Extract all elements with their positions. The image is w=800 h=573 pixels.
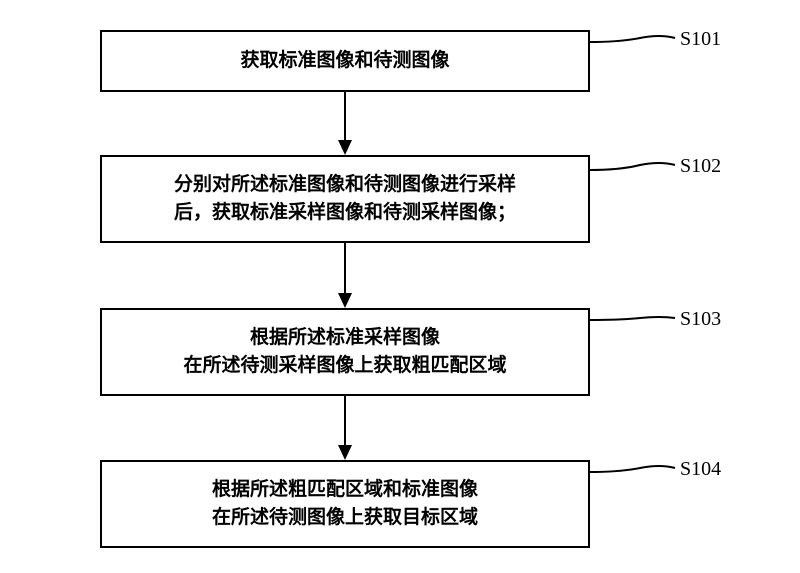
step-label-1: S101	[680, 28, 721, 51]
step-label-3: S103	[680, 308, 721, 331]
leader-line-4	[590, 458, 680, 488]
step-box-2: 分别对所述标准图像和待测图像进行采样 后，获取标准采样图像和待测采样图像；	[100, 155, 590, 243]
step-text: 在所述待测采样图像上获取粗匹配区域	[183, 352, 506, 381]
arrow-2	[338, 243, 352, 308]
step-text: 获取标准图像和待测图像	[240, 47, 449, 76]
step-label-4: S104	[680, 458, 721, 481]
step-label-2: S102	[680, 155, 721, 178]
arrow-3	[338, 396, 352, 460]
step-text: 根据所述粗匹配区域和标准图像	[212, 476, 478, 505]
leader-line-2	[590, 155, 680, 185]
step-box-4: 根据所述粗匹配区域和标准图像 在所述待测图像上获取目标区域	[100, 460, 590, 548]
step-text: 后，获取标准采样图像和待测采样图像；	[174, 199, 516, 228]
leader-line-3	[590, 308, 680, 338]
step-box-3: 根据所述标准采样图像 在所述待测采样图像上获取粗匹配区域	[100, 308, 590, 396]
step-text: 根据所述标准采样图像	[250, 324, 440, 353]
arrow-1	[338, 92, 352, 155]
leader-line-1	[590, 28, 680, 58]
step-text: 分别对所述标准图像和待测图像进行采样	[174, 171, 516, 200]
step-text: 在所述待测图像上获取目标区域	[212, 504, 478, 533]
step-box-1: 获取标准图像和待测图像	[100, 30, 590, 92]
flowchart-container: 获取标准图像和待测图像 S101 分别对所述标准图像和待测图像进行采样 后，获取…	[0, 0, 800, 573]
